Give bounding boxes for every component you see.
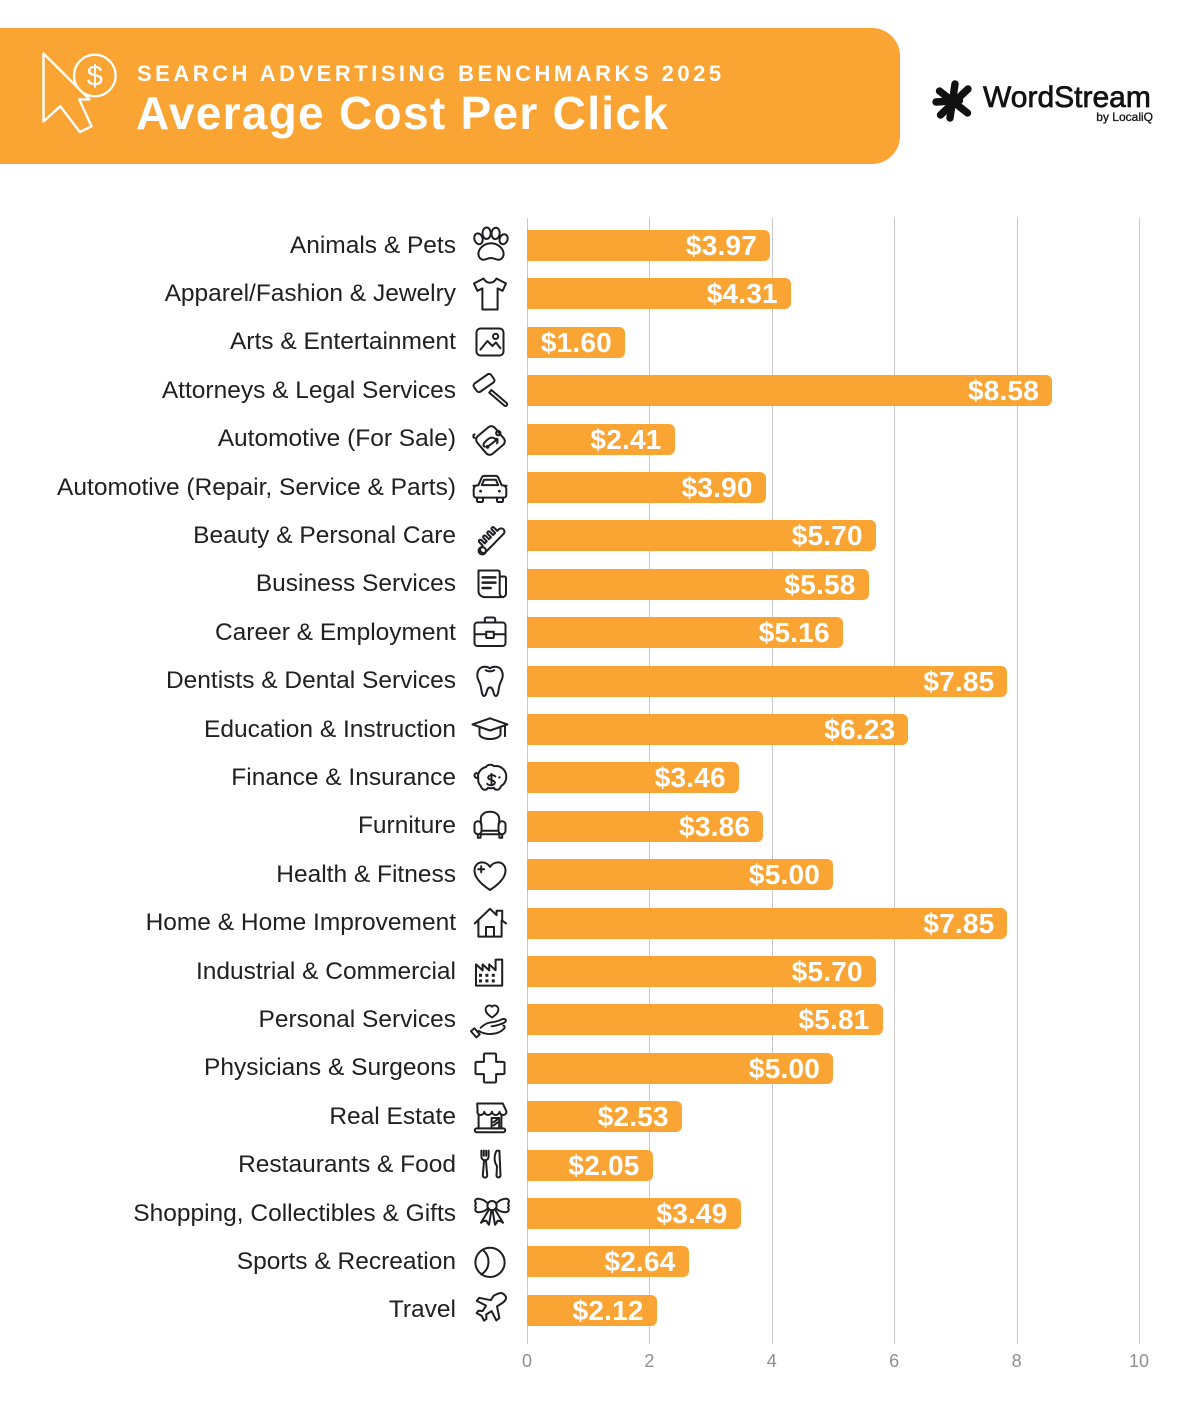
svg-text:$: $ [87,61,103,93]
